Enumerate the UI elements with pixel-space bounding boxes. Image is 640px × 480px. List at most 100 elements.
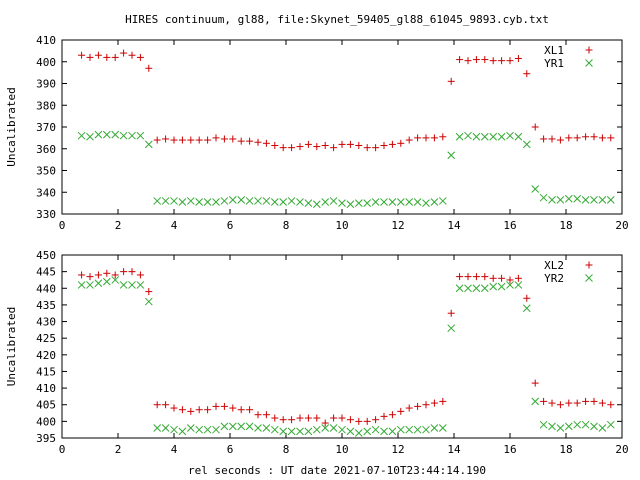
data-point	[111, 53, 119, 61]
data-point-d2	[363, 427, 372, 436]
data-point	[153, 136, 161, 144]
data-point	[548, 399, 556, 407]
y-tick-label: 395	[36, 432, 56, 445]
x-tick-label: 20	[615, 443, 628, 456]
data-point	[153, 424, 162, 432]
data-point	[304, 414, 312, 422]
data-point-d2	[506, 131, 514, 140]
data-point	[120, 268, 128, 276]
data-point-d2	[388, 198, 397, 206]
data-point	[187, 136, 195, 144]
x-tick-label: 18	[559, 219, 572, 232]
data-point	[556, 401, 564, 409]
data-point	[405, 136, 413, 144]
data-point	[144, 140, 153, 149]
data-point	[489, 282, 498, 291]
data-point-d2	[581, 420, 590, 429]
data-point	[464, 131, 472, 140]
data-point	[313, 414, 321, 422]
data-point-d2	[472, 132, 481, 141]
data-point	[203, 198, 212, 206]
data-point	[94, 130, 103, 139]
data-point	[195, 136, 203, 144]
data-point	[354, 429, 363, 437]
data-point	[582, 133, 590, 141]
upper-plot-panel: 0 2 4 6 8 10 12 14 16 18 20 330 340 350 360 370 380 390 40…	[5, 34, 629, 232]
y-axis-label: Uncalibrated	[5, 307, 18, 386]
data-point	[447, 309, 455, 317]
data-point-d2	[388, 427, 397, 436]
data-point-d2	[161, 424, 170, 432]
data-point	[111, 271, 119, 279]
data-point	[186, 424, 195, 432]
data-point-d2	[573, 420, 582, 429]
data-point	[581, 196, 590, 204]
data-point	[136, 281, 145, 289]
data-point-d2	[598, 424, 607, 432]
data-point-d2	[119, 131, 128, 140]
legend-label: XL2	[544, 259, 564, 272]
data-point-d2	[338, 199, 346, 207]
data-point-d2	[354, 199, 363, 207]
data-point	[464, 284, 472, 293]
data-point-d2	[304, 199, 313, 207]
data-point	[170, 404, 178, 412]
data-point-d2	[86, 132, 94, 141]
y-tick-label: 445	[36, 266, 56, 279]
data-point-d2	[338, 425, 346, 434]
data-point	[279, 198, 288, 206]
data-point	[531, 379, 539, 387]
data-point	[246, 406, 254, 414]
data-point	[413, 198, 422, 206]
data-point	[86, 53, 94, 61]
data-point	[162, 135, 170, 143]
y-axis-label: Uncalibrated	[5, 87, 18, 166]
data-point-d2	[422, 199, 430, 207]
data-point-d2	[203, 198, 212, 206]
data-point	[447, 151, 456, 160]
data-point	[161, 197, 170, 205]
data-point-d2	[354, 429, 363, 437]
data-point	[439, 397, 447, 405]
data-point-d2	[111, 276, 120, 284]
data-point	[296, 427, 304, 436]
data-point-d2	[455, 132, 464, 141]
data-point-d2	[405, 425, 414, 434]
data-point-d2	[178, 427, 187, 436]
data-point-d2	[346, 427, 355, 436]
data-point-d2	[531, 185, 540, 193]
data-point	[119, 131, 128, 140]
data-point-d2	[170, 425, 178, 434]
data-point	[506, 276, 514, 284]
data-point	[162, 401, 170, 409]
data-point	[187, 407, 195, 415]
data-point-d2	[128, 281, 136, 289]
data-point	[581, 420, 590, 429]
data-point	[186, 197, 195, 205]
data-point-d2	[102, 277, 111, 286]
data-point	[464, 273, 472, 281]
data-point	[313, 143, 321, 151]
figure-title: HIRES continuum, gl88, file:Skynet_59405…	[125, 13, 549, 26]
data-point-d2	[522, 140, 531, 149]
data-point	[422, 134, 430, 142]
data-point-d2	[279, 427, 288, 436]
data-point-d2	[556, 424, 565, 432]
data-point-d2	[480, 284, 489, 293]
data-point	[514, 274, 522, 282]
data-point-d2	[287, 197, 296, 205]
legend-marker	[585, 46, 593, 54]
data-point	[229, 135, 237, 143]
data-point-d2	[279, 198, 288, 206]
data-point-d2	[94, 130, 103, 139]
data-point	[136, 131, 145, 140]
data-point-d2	[522, 304, 531, 313]
data-point	[271, 141, 279, 149]
data-point	[380, 141, 388, 149]
data-point	[220, 135, 228, 143]
data-point	[371, 198, 380, 206]
data-point	[262, 411, 270, 419]
data-point-d2	[254, 197, 262, 205]
series-YR2	[77, 276, 615, 437]
data-point-d2	[245, 422, 254, 431]
